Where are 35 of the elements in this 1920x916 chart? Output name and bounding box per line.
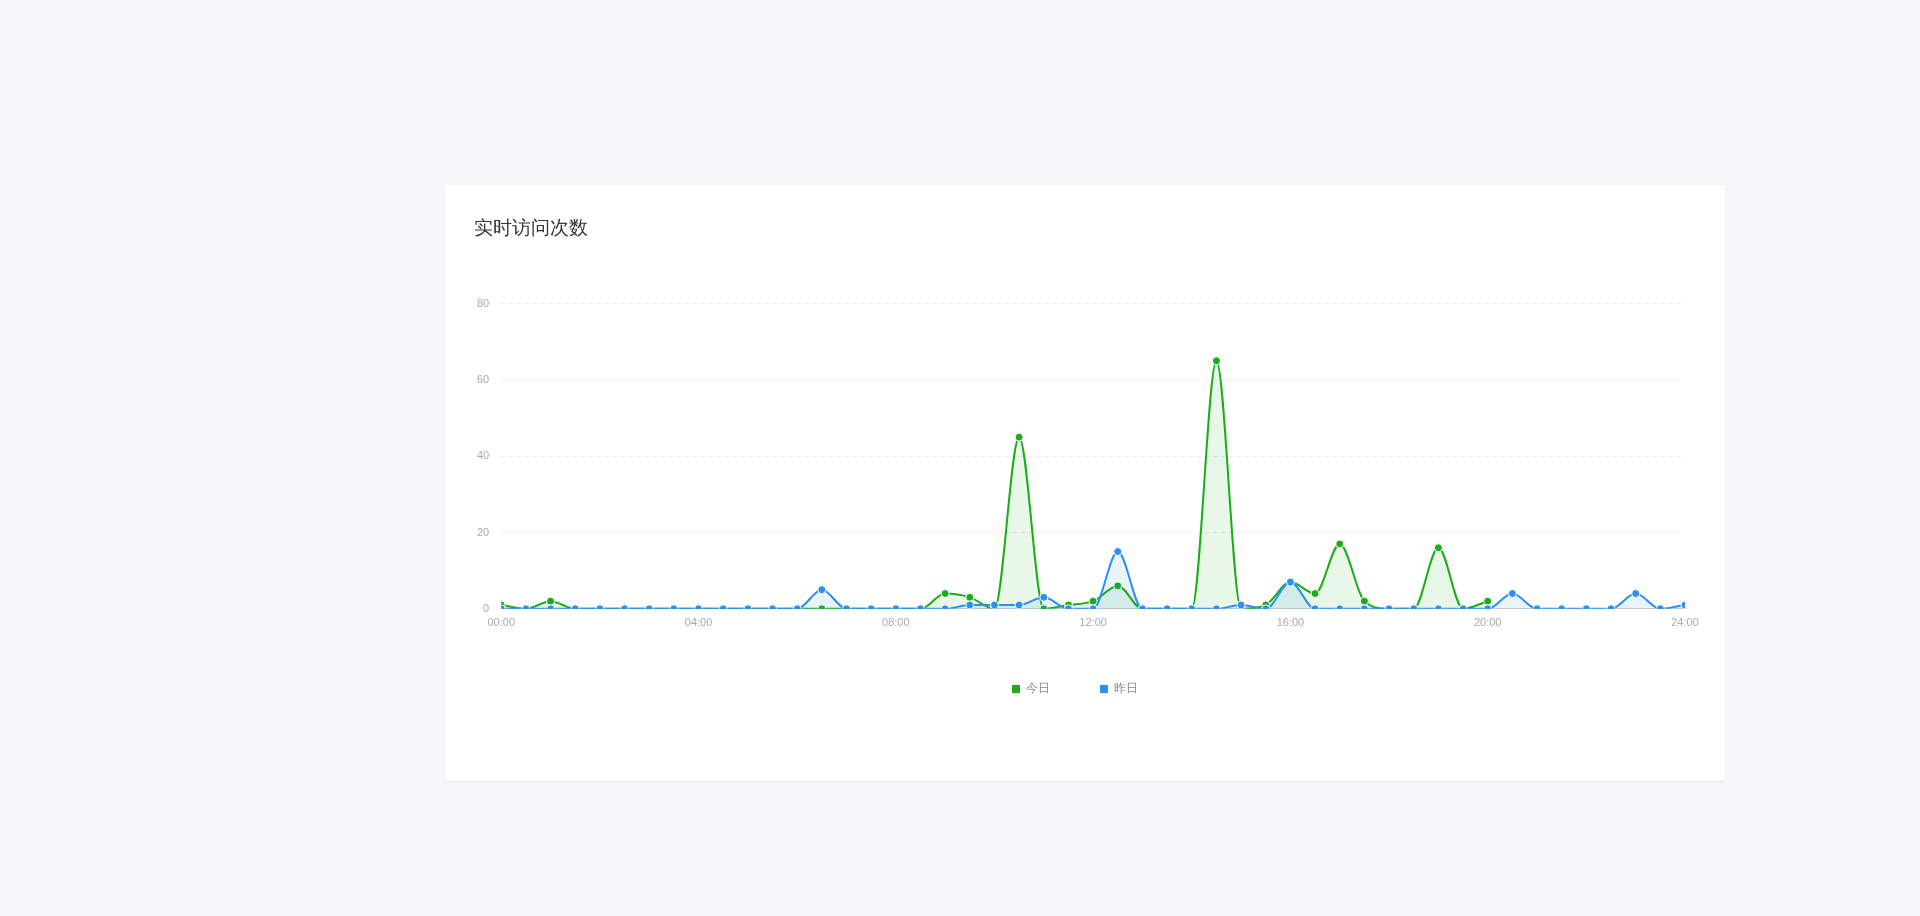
point: [1014, 600, 1024, 609]
point: [1433, 543, 1443, 553]
y-tick-label: 0: [483, 601, 490, 614]
x-tick-label: 12:00: [1079, 616, 1107, 629]
point: [1483, 596, 1493, 606]
point: [1113, 547, 1123, 557]
point: [1310, 589, 1320, 599]
y-tick-label: 60: [476, 372, 490, 385]
point: [1211, 356, 1221, 366]
point: [940, 589, 950, 599]
point: [1039, 592, 1049, 602]
point: [1014, 432, 1024, 442]
y-tick-label: 80: [476, 296, 490, 309]
point: [989, 600, 999, 609]
point: [546, 596, 556, 606]
y-tick-label: 40: [476, 449, 490, 462]
x-tick-label: 16:00: [1276, 616, 1305, 629]
point: [1236, 600, 1246, 609]
point: [1359, 596, 1369, 606]
point: [965, 592, 975, 602]
x-tick-label: 00:00: [487, 616, 515, 629]
x-tick-label: 04:00: [684, 616, 713, 629]
x-tick-label: 08:00: [882, 616, 910, 629]
point: [1507, 589, 1517, 599]
legend-label: 今日: [1026, 681, 1050, 696]
point: [817, 585, 827, 595]
x-tick-label: 20:00: [1473, 616, 1502, 629]
point: [965, 600, 975, 609]
point: [1335, 539, 1345, 549]
chart-title: 实时访问次数: [474, 215, 588, 240]
x-tick-label: 24:00: [1671, 616, 1699, 629]
point: [1631, 589, 1641, 599]
point: [1113, 581, 1123, 591]
legend-label: 昨日: [1114, 681, 1138, 696]
y-tick-label: 20: [476, 525, 490, 538]
